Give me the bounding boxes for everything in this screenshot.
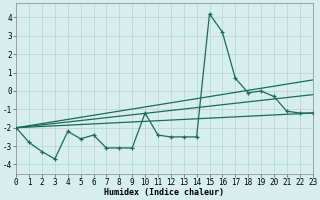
X-axis label: Humidex (Indice chaleur): Humidex (Indice chaleur) <box>104 188 224 197</box>
